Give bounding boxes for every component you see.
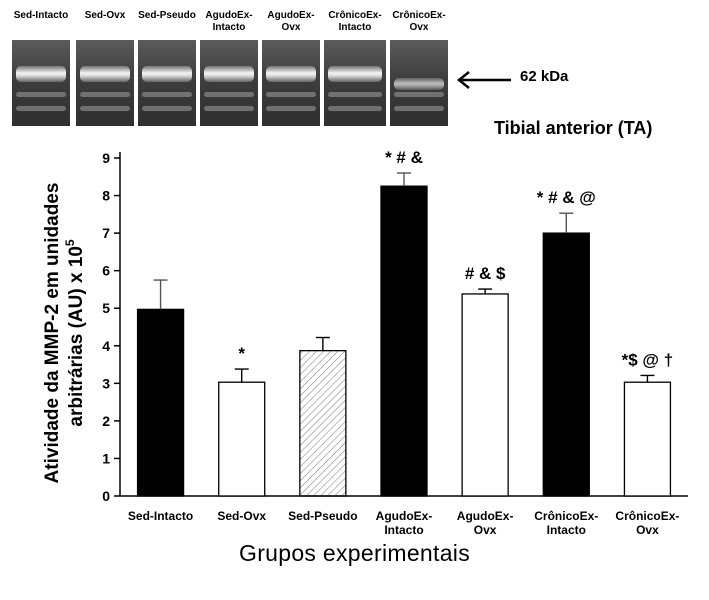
x-tick-label: Intacto [547, 523, 586, 537]
bar [299, 350, 347, 497]
x-tick-label: Sed-Pseudo [288, 509, 357, 523]
bar [542, 232, 590, 497]
x-tick-label: Sed-Intacto [128, 509, 193, 523]
blot-lane-label: Sed-Intacto [13, 10, 69, 21]
molecular-weight-label: 62 kDa [520, 68, 569, 85]
blot-lane [262, 40, 320, 126]
y-tick-label: 3 [102, 375, 110, 391]
x-tick-label: Ovx [636, 523, 659, 537]
significance-marker: * # & [385, 148, 423, 167]
blot-lane-label: AgudoEx- Intacto [205, 10, 253, 33]
chart-title: Tibial anterior (TA) [494, 118, 653, 138]
blot-band-faint [394, 92, 444, 97]
y-tick-label: 0 [102, 488, 110, 504]
blot-band-faint [16, 106, 66, 111]
blot-band-faint [328, 106, 382, 111]
blot-band-faint [142, 92, 192, 97]
x-tick-label: Intacto [384, 523, 423, 537]
blot-band [204, 66, 254, 82]
blot-band-faint [142, 106, 192, 111]
x-tick-label: Sed-Ovx [217, 509, 266, 523]
western-blot-panel: Sed-Intacto Sed-Ovx Sed-Pseudo AgudoEx- Int… [0, 0, 709, 130]
blot-band-faint [80, 106, 130, 111]
blot-band-faint [16, 92, 66, 97]
x-axis-label: Grupos experimentais [239, 540, 470, 566]
y-tick-label: 2 [102, 413, 110, 429]
y-axis-label-exponent: 5 [63, 239, 77, 246]
significance-marker: # & $ [465, 264, 506, 283]
blot-lane-label: Sed-Pseudo [138, 10, 196, 21]
bar [623, 381, 672, 497]
blot-band-faint [204, 106, 254, 111]
y-axis-label-line2: arbitrárias (AU) x 105 [63, 239, 87, 427]
y-tick-label: 7 [102, 225, 110, 241]
blot-band-faint [394, 106, 444, 111]
arrow-left-icon [456, 71, 511, 89]
x-tick-label: Ovx [474, 523, 497, 537]
y-tick-label: 9 [102, 150, 110, 166]
blot-band [142, 66, 192, 82]
x-tick-label: AgudoEx- [376, 509, 433, 523]
blot-band-faint [266, 106, 316, 111]
blot-lane-label: CrônicoEx- Ovx [392, 10, 446, 33]
y-tick-label: 6 [102, 263, 110, 279]
blot-lane [12, 40, 70, 126]
blot-lane [324, 40, 386, 126]
y-tick-label: 4 [102, 338, 110, 354]
y-tick-label: 5 [102, 300, 110, 316]
bar-chart: 0 1 2 3 4 5 6 7 8 9 Atividade da MMP-2 em unidades… [42, 148, 688, 537]
blot-lane [76, 40, 134, 126]
blot-band [16, 66, 66, 82]
significance-marker: * [238, 344, 245, 363]
significance-marker: *$ @ † [622, 350, 674, 369]
blot-band-faint [328, 92, 382, 97]
blot-band-faint [204, 92, 254, 97]
significance-marker: * # & @ [537, 188, 596, 207]
bar [461, 293, 509, 497]
y-axis-label: Atividade da MMP-2 em unidades [42, 183, 63, 484]
bar [136, 308, 185, 497]
blot-lane [390, 40, 448, 126]
blot-lane [138, 40, 196, 126]
blot-band [266, 66, 316, 82]
x-tick-label: CrônicoEx- [534, 509, 598, 523]
blot-band-faint [266, 92, 316, 97]
blot-lane-label: CrônicoEx- Intacto [328, 10, 382, 33]
blot-lane-label: AgudoEx- Ovx [267, 10, 315, 33]
blot-band [328, 66, 382, 82]
y-tick-label: 1 [102, 450, 110, 466]
bar [218, 381, 266, 497]
blot-band [80, 66, 130, 82]
blot-lane [200, 40, 258, 126]
blot-lane-label: Sed-Ovx [84, 10, 126, 21]
bar [380, 185, 428, 497]
y-tick-label: 8 [102, 188, 110, 204]
blot-band [394, 78, 444, 90]
x-tick-label: AgudoEx- [457, 509, 514, 523]
x-tick-label: CrônicoEx- [615, 509, 679, 523]
blot-band-faint [80, 92, 130, 97]
